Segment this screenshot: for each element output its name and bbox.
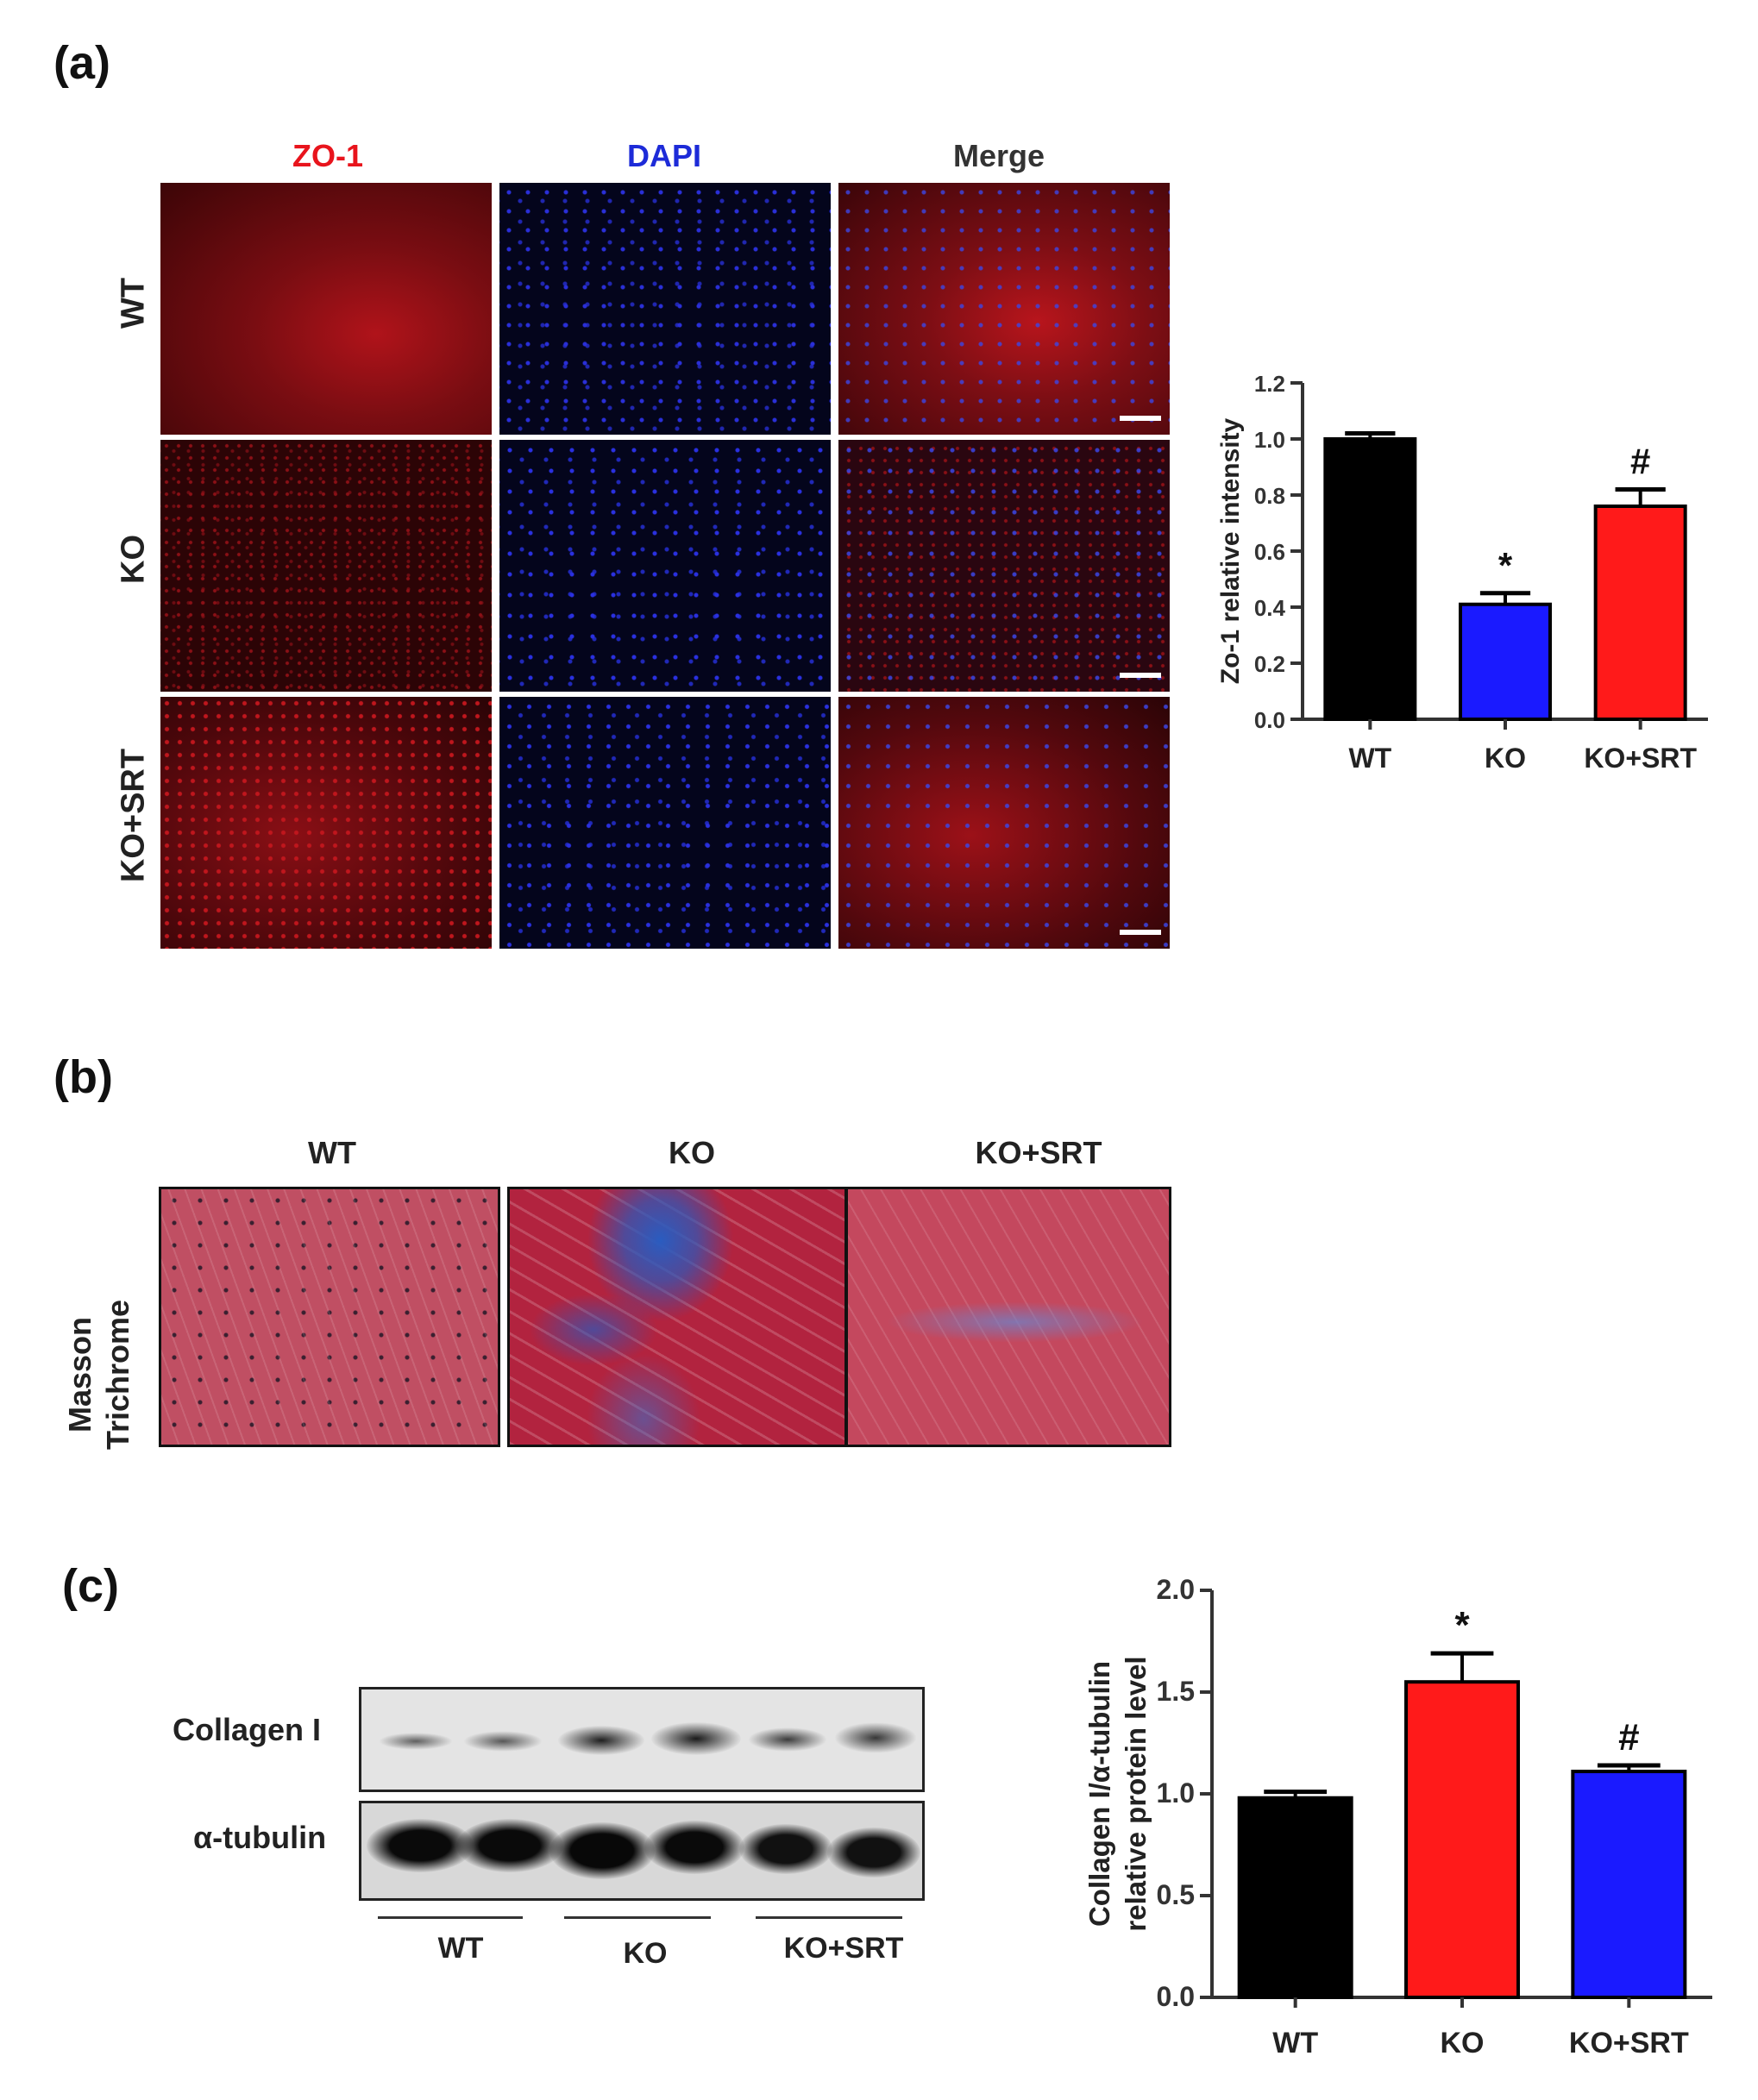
blot-label-collagen: Collagen I	[173, 1712, 322, 1747]
micrograph-wt-dapi	[499, 183, 831, 435]
bar	[1459, 602, 1552, 721]
western-blot-collagen	[359, 1687, 925, 1792]
micrograph-wt-merge	[838, 183, 1170, 435]
row-label-ko-srt: KO+SRT	[115, 748, 152, 883]
micrograph-wt-zo1	[160, 183, 492, 435]
y-tick-label: 0.6	[1254, 539, 1285, 565]
band	[367, 1819, 474, 1872]
micrograph-ko-dapi	[499, 440, 831, 692]
group-label-ko-srt: KO+SRT	[783, 1932, 904, 1965]
significance-marker: *	[1498, 545, 1513, 586]
masson-trichrome-label: Masson Trichrome	[61, 1245, 137, 1504]
panel-b-label: (b)	[53, 1051, 113, 1103]
trichrome-ko	[507, 1187, 847, 1447]
category-label: KO	[1485, 743, 1526, 774]
band	[558, 1726, 644, 1755]
micrograph-ko-zo1	[160, 440, 492, 692]
category-label: KO+SRT	[1584, 743, 1697, 774]
bar	[1404, 1680, 1520, 1999]
micrograph-ko-srt-merge	[838, 697, 1170, 949]
bar	[1593, 505, 1687, 721]
micrograph-ko-srt-dapi	[499, 697, 831, 949]
collagen-level-chart: 0.0 0.5 1.0 1.5 2.0 WT * KO # KO+SRT Collagen I/α-…	[1083, 1574, 1712, 2059]
scale-bar	[1120, 416, 1161, 421]
significance-marker: *	[1454, 1604, 1470, 1646]
column-header-merge: Merge	[952, 138, 1045, 173]
column-header-dapi: DAPI	[626, 138, 701, 173]
group-line-ko-srt	[756, 1916, 902, 1919]
band	[644, 1821, 744, 1874]
y-tick-label: 0.0	[1157, 1981, 1195, 2012]
band	[827, 1827, 920, 1877]
category-label: KO	[1441, 2027, 1485, 2059]
row-label-ko: KO	[115, 535, 152, 584]
trichrome-label: Trichrome	[100, 1299, 135, 1451]
y-tick-label: 1.0	[1157, 1777, 1195, 1809]
column-header-b-ko: KO	[669, 1135, 715, 1170]
y-tick-label: 0.4	[1254, 595, 1286, 621]
y-tick-label: 1.2	[1254, 371, 1285, 397]
band	[739, 1824, 832, 1874]
y-tick-label: 0.2	[1254, 651, 1285, 677]
trichrome-ko-srt	[845, 1187, 1171, 1447]
y-tick-label: 1.5	[1157, 1676, 1195, 1707]
y-tick-label: 0.5	[1157, 1879, 1195, 1910]
band	[456, 1819, 563, 1872]
column-header-b-wt: WT	[308, 1135, 356, 1170]
zo1-intensity-chart: 0.0 0.2 0.4 0.6 0.8 1.0 1.2 WT * KO # KO+SRT Zo-1 re…	[1216, 371, 1708, 774]
scale-bar	[1120, 673, 1161, 678]
column-header-zo1: ZO-1	[292, 138, 363, 173]
y-axis-label: Zo-1 relative intensity	[1216, 417, 1245, 684]
significance-marker: #	[1618, 1716, 1639, 1758]
bar	[1571, 1770, 1687, 1999]
micrograph-grid	[160, 183, 1170, 949]
y-tick-label: 0.0	[1254, 707, 1285, 733]
band	[379, 1733, 453, 1750]
micrograph-ko-merge	[838, 440, 1170, 692]
category-label: KO+SRT	[1569, 2027, 1689, 2059]
band	[463, 1731, 543, 1752]
western-blot-tubulin	[359, 1801, 925, 1901]
y-axis-label-line2: relative protein level	[1120, 1656, 1152, 1931]
band	[549, 1822, 655, 1879]
y-axis-label-line1: Collagen I/α-tubulin	[1083, 1661, 1115, 1927]
y-tick-label: 0.8	[1254, 483, 1285, 509]
group-label-ko: KO	[623, 1937, 668, 1970]
group-line-wt	[378, 1916, 523, 1919]
scale-bar	[1120, 930, 1161, 935]
trichrome-wt	[159, 1187, 500, 1447]
blot-label-tubulin: α-tubulin	[193, 1820, 327, 1855]
bar	[1323, 437, 1417, 721]
band	[834, 1722, 917, 1753]
bar	[1237, 1796, 1353, 1999]
panel-a-label: (a)	[53, 37, 110, 89]
group-line-ko	[564, 1916, 711, 1919]
group-label-wt: WT	[437, 1932, 484, 1965]
significance-marker: #	[1630, 442, 1650, 482]
y-tick-label: 2.0	[1157, 1574, 1195, 1605]
masson-label: Masson	[62, 1316, 97, 1433]
row-label-wt: WT	[115, 277, 152, 329]
panel-c-label: (c)	[62, 1560, 119, 1612]
y-tick-label: 1.0	[1254, 427, 1285, 453]
band	[748, 1727, 827, 1752]
category-label: WT	[1348, 743, 1391, 774]
column-header-b-ko-srt: KO+SRT	[975, 1135, 1102, 1170]
category-label: WT	[1272, 2027, 1318, 2059]
micrograph-ko-srt-zo1	[160, 697, 492, 949]
band	[651, 1722, 741, 1755]
